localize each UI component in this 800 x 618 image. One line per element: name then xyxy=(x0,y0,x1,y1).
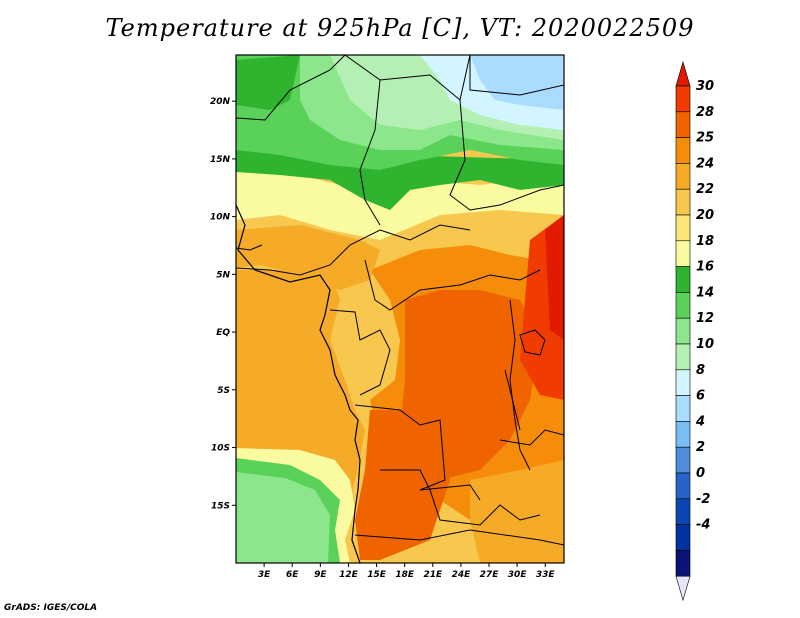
colorbar-label: 12 xyxy=(696,311,714,326)
colorbar-label: 16 xyxy=(696,260,714,275)
colorbar-label: 8 xyxy=(696,363,705,378)
colorbar-swatch xyxy=(675,137,691,164)
colorbar-label: 24 xyxy=(696,156,714,171)
temperature-field xyxy=(236,55,564,563)
x-tick-label: 21E xyxy=(423,570,443,580)
field-west-africa-warm xyxy=(236,225,380,290)
y-tick-label: 5N xyxy=(216,270,230,280)
colorbar-label: 22 xyxy=(696,182,714,197)
field-angola-hot xyxy=(355,410,450,560)
border-line xyxy=(344,55,381,226)
x-tick-label: 24E xyxy=(452,570,472,580)
x-axis: 3E 6E 9E 12E 15E 18E 21E 24E 27E 30E 33E xyxy=(258,563,556,580)
map-frame xyxy=(235,54,565,564)
y-tick-label: 15S xyxy=(211,501,230,511)
y-tick-label: EQ xyxy=(216,328,230,338)
y-tick-label: 15N xyxy=(210,155,231,165)
x-tick-label: 30E xyxy=(508,570,528,580)
field-east-hottest xyxy=(545,215,564,340)
colorbar-swatch xyxy=(675,111,691,138)
border-line xyxy=(236,244,263,251)
colorbar-swatch xyxy=(675,240,691,267)
colorbar-swatch xyxy=(675,395,691,422)
colorbar-label: 30 xyxy=(696,79,714,94)
colorbar-swatch xyxy=(675,343,691,371)
colorbar-swatch xyxy=(675,421,691,448)
colorbar-swatch xyxy=(675,369,691,396)
colorbar-label: 4 xyxy=(695,414,705,429)
colorbar-swatch xyxy=(675,188,691,216)
colorbar-swatch xyxy=(675,85,691,113)
colorbar-swatch xyxy=(675,498,691,525)
border-line xyxy=(236,55,346,121)
lake-victoria xyxy=(519,329,546,356)
border-line xyxy=(469,55,564,96)
colorbar-triangle-top xyxy=(675,60,691,87)
border-line xyxy=(499,429,564,446)
x-tick-label: 15E xyxy=(367,570,387,580)
colorbar-triangle-bottom xyxy=(675,575,691,602)
colorbar-swatch xyxy=(675,266,691,293)
field-southeast-warm xyxy=(470,460,564,563)
country-borders xyxy=(236,55,564,546)
x-tick-label: 18E xyxy=(395,570,415,580)
border-line xyxy=(364,259,541,311)
colorbar-swatch xyxy=(675,472,691,500)
y-tick-label: 5S xyxy=(217,386,230,396)
x-tick-label: 6E xyxy=(286,570,299,580)
field-sahel xyxy=(236,170,564,240)
border-line xyxy=(354,404,481,501)
border-line xyxy=(449,99,471,211)
border-line xyxy=(379,55,471,101)
x-tick-label: 3E xyxy=(258,570,271,580)
lake-tanganyika xyxy=(504,369,521,431)
colorbar-label: 28 xyxy=(696,105,714,120)
y-axis: 20N 15N 10N 5N EQ 5S 10S 15S xyxy=(210,97,236,511)
border-line xyxy=(236,224,471,276)
border-line xyxy=(354,529,564,546)
x-tick-label: 12E xyxy=(339,570,359,580)
field-ocean-cooler xyxy=(236,472,330,563)
colorbar-label: 20 xyxy=(696,208,714,223)
field-sahel-green xyxy=(236,150,564,210)
chart-title: Temperature at 925hPa [C], VT: 202002250… xyxy=(105,14,695,42)
x-tick-label: 33E xyxy=(536,570,556,580)
colorbar-swatch xyxy=(675,163,691,190)
colorbar-label: 25 xyxy=(696,131,714,146)
colorbar-label: 2 xyxy=(696,440,705,455)
grads-credit: GrADS: IGES/COLA xyxy=(4,603,98,613)
colorbar-swatch xyxy=(675,292,691,319)
colorbar-label: -4 xyxy=(696,518,710,533)
field-nw-green xyxy=(236,55,300,110)
colorbar-label: 18 xyxy=(696,234,714,249)
y-tick-label: 10N xyxy=(210,213,231,223)
colorbar-label: 10 xyxy=(696,337,714,352)
coastline xyxy=(236,204,361,563)
colorbar-swatch xyxy=(675,317,691,345)
y-tick-label: 10S xyxy=(211,444,230,454)
field-libya-colder xyxy=(470,55,564,110)
x-tick-label: 9E xyxy=(314,570,327,580)
x-tick-label: 27E xyxy=(480,570,500,580)
colorbar-label: 14 xyxy=(696,285,714,300)
border-line xyxy=(380,469,541,526)
border-line xyxy=(469,184,564,211)
colorbar-swatch xyxy=(675,524,691,551)
border-line xyxy=(329,309,391,396)
colorbar-label: 6 xyxy=(696,389,705,404)
colorbar-label: 0 xyxy=(696,466,705,481)
colorbar-label: -2 xyxy=(696,492,710,507)
colorbar-swatch xyxy=(675,214,691,242)
y-tick-label: 20N xyxy=(210,97,231,107)
colorbar-swatch xyxy=(675,550,691,577)
colorbar-swatch xyxy=(675,446,691,474)
